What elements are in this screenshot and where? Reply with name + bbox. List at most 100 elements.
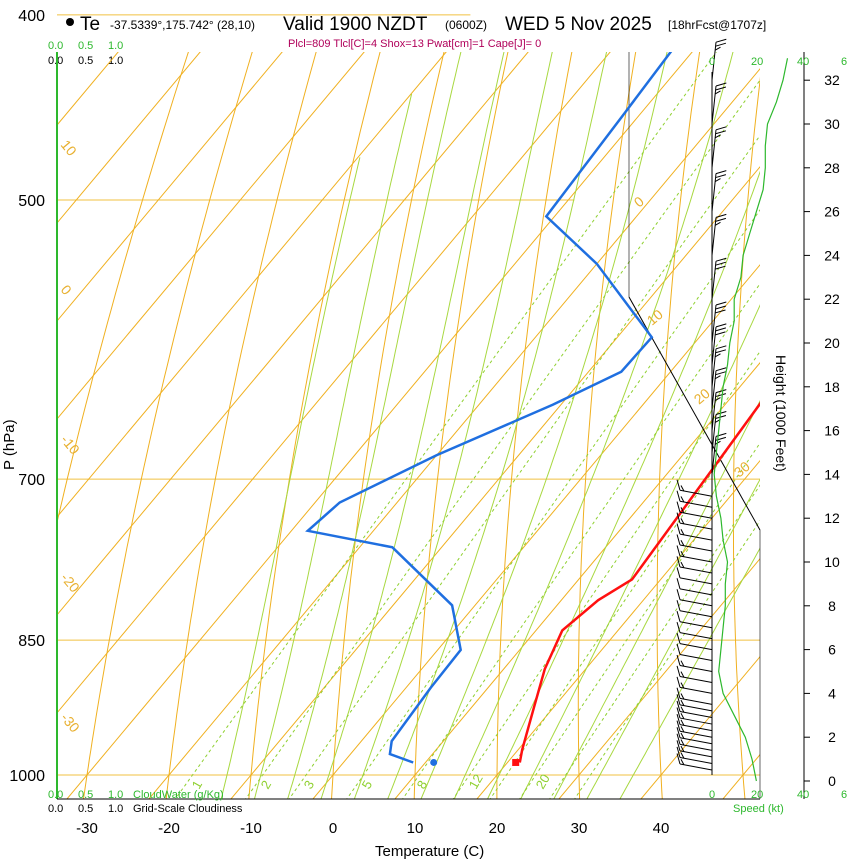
moist-adiabat-line (520, 304, 760, 799)
barb-flag (714, 375, 721, 380)
barb-flag (680, 745, 685, 752)
cw-tick-bottom-2: 1.0 (108, 789, 123, 801)
isotherm-label: 20 (691, 385, 713, 407)
speed-bottom-ticks: 0 20 40 6 (709, 789, 847, 801)
barb-flag (680, 529, 685, 536)
barb-flag (680, 518, 685, 525)
barb-flag (676, 632, 681, 644)
wind-barb (676, 720, 713, 738)
barb-flag (676, 643, 681, 655)
wind-speed-line (713, 58, 789, 782)
barb-flag (680, 682, 685, 689)
surface-temperature-marker (512, 758, 520, 766)
wind-barb (676, 545, 713, 563)
height-tick-label: 16 (824, 423, 840, 439)
cloudiness-label: Grid-Scale Cloudiness (133, 803, 243, 815)
cl-tick-bottom-0: 0.0 (48, 803, 63, 815)
barb-flag (680, 706, 685, 713)
moist-adiabat-line (287, 52, 462, 799)
cl-tick-top-1: 0.5 (78, 55, 93, 67)
barb-flag (676, 534, 681, 546)
isotherm-line (230, 166, 760, 799)
station-location: -37.5339°,175.742° (28,10) (110, 18, 255, 32)
barb-staff (679, 704, 713, 712)
thermo-lines (57, 52, 760, 799)
wind-barb (676, 523, 713, 541)
barb-flag (680, 485, 685, 492)
wind-barb (676, 713, 713, 732)
wind-barb (711, 323, 727, 365)
barb-flag (676, 687, 681, 699)
barb-flag (715, 415, 727, 419)
barb-flag (680, 719, 685, 726)
barb-flag (676, 707, 681, 719)
moist-adiabat-line (420, 52, 668, 799)
wind-barb (676, 512, 713, 530)
barb-flag (680, 539, 685, 547)
wind-barb (676, 700, 713, 718)
barb-flag (676, 727, 681, 738)
cw-tick-top-0: 0.0 (48, 40, 63, 52)
barb-flag (680, 739, 685, 746)
height-tick-label: 0 (828, 773, 836, 789)
barb-staff (679, 743, 713, 751)
height-tick-label: 32 (824, 72, 840, 88)
wind-barb (676, 707, 713, 725)
speed-top-1: 20 (751, 56, 763, 68)
barb-staff (679, 632, 713, 640)
barb-flag (676, 654, 681, 666)
wind-barb (676, 694, 713, 712)
wind-barb (676, 676, 713, 694)
mixing-ratio-line (489, 401, 760, 799)
barb-flag (676, 567, 681, 579)
mixing-ratio-line (244, 79, 760, 799)
isotherm-line (476, 460, 760, 799)
barb-flag (715, 38, 727, 43)
cw-tick-bottom-1: 0.5 (78, 789, 93, 801)
barb-flag (680, 726, 685, 733)
barb-flag (676, 589, 681, 600)
barb-flag (680, 693, 685, 700)
barb-staff (679, 730, 713, 738)
moist-adiabat-line (220, 157, 361, 799)
barb-staff (679, 610, 713, 618)
dry-adiabat-label: 0 (58, 282, 75, 298)
barb-flag (715, 371, 727, 376)
barb-flag (676, 753, 681, 765)
barb-flag (676, 733, 681, 745)
barb-flag (715, 257, 727, 262)
x-ticks: -30 -20 -10 0 10 20 30 40 (76, 820, 669, 837)
cloudwater-label: CloudWater (g/Kg) (133, 789, 224, 801)
barb-flag (714, 353, 721, 358)
wind-barb (711, 126, 727, 168)
moist-adiabat-line (353, 52, 553, 799)
barb-staff (711, 414, 717, 453)
barb-flag (676, 545, 681, 557)
x-tick-label: 20 (489, 820, 506, 837)
barb-staff (711, 129, 717, 168)
barb-flag (676, 694, 681, 706)
wind-barb (676, 621, 713, 640)
speed-top-0: 0 (709, 56, 715, 68)
wind-barb (711, 301, 727, 344)
barb-flag (715, 126, 727, 131)
barb-staff (679, 533, 713, 541)
height-tick-label: 2 (828, 729, 836, 745)
barb-staff (679, 763, 713, 771)
sounding (305, 52, 760, 764)
wind-barb (676, 479, 713, 497)
dry-adiabat-line (656, 52, 701, 799)
height-tick-label: 18 (824, 379, 840, 395)
barb-flag (714, 221, 721, 226)
speed-bottom-3: 6 (841, 789, 847, 801)
barb-flag (680, 713, 685, 720)
cl-tick-bottom-1: 0.5 (78, 803, 93, 815)
station-dot-icon (66, 18, 74, 26)
barb-flag (676, 676, 681, 688)
wind-barb (676, 600, 713, 618)
height-tick-label: 14 (824, 466, 840, 482)
dry-adiabat-line (577, 52, 637, 799)
barb-staff (679, 621, 713, 629)
dry-adiabat-line (248, 52, 381, 799)
